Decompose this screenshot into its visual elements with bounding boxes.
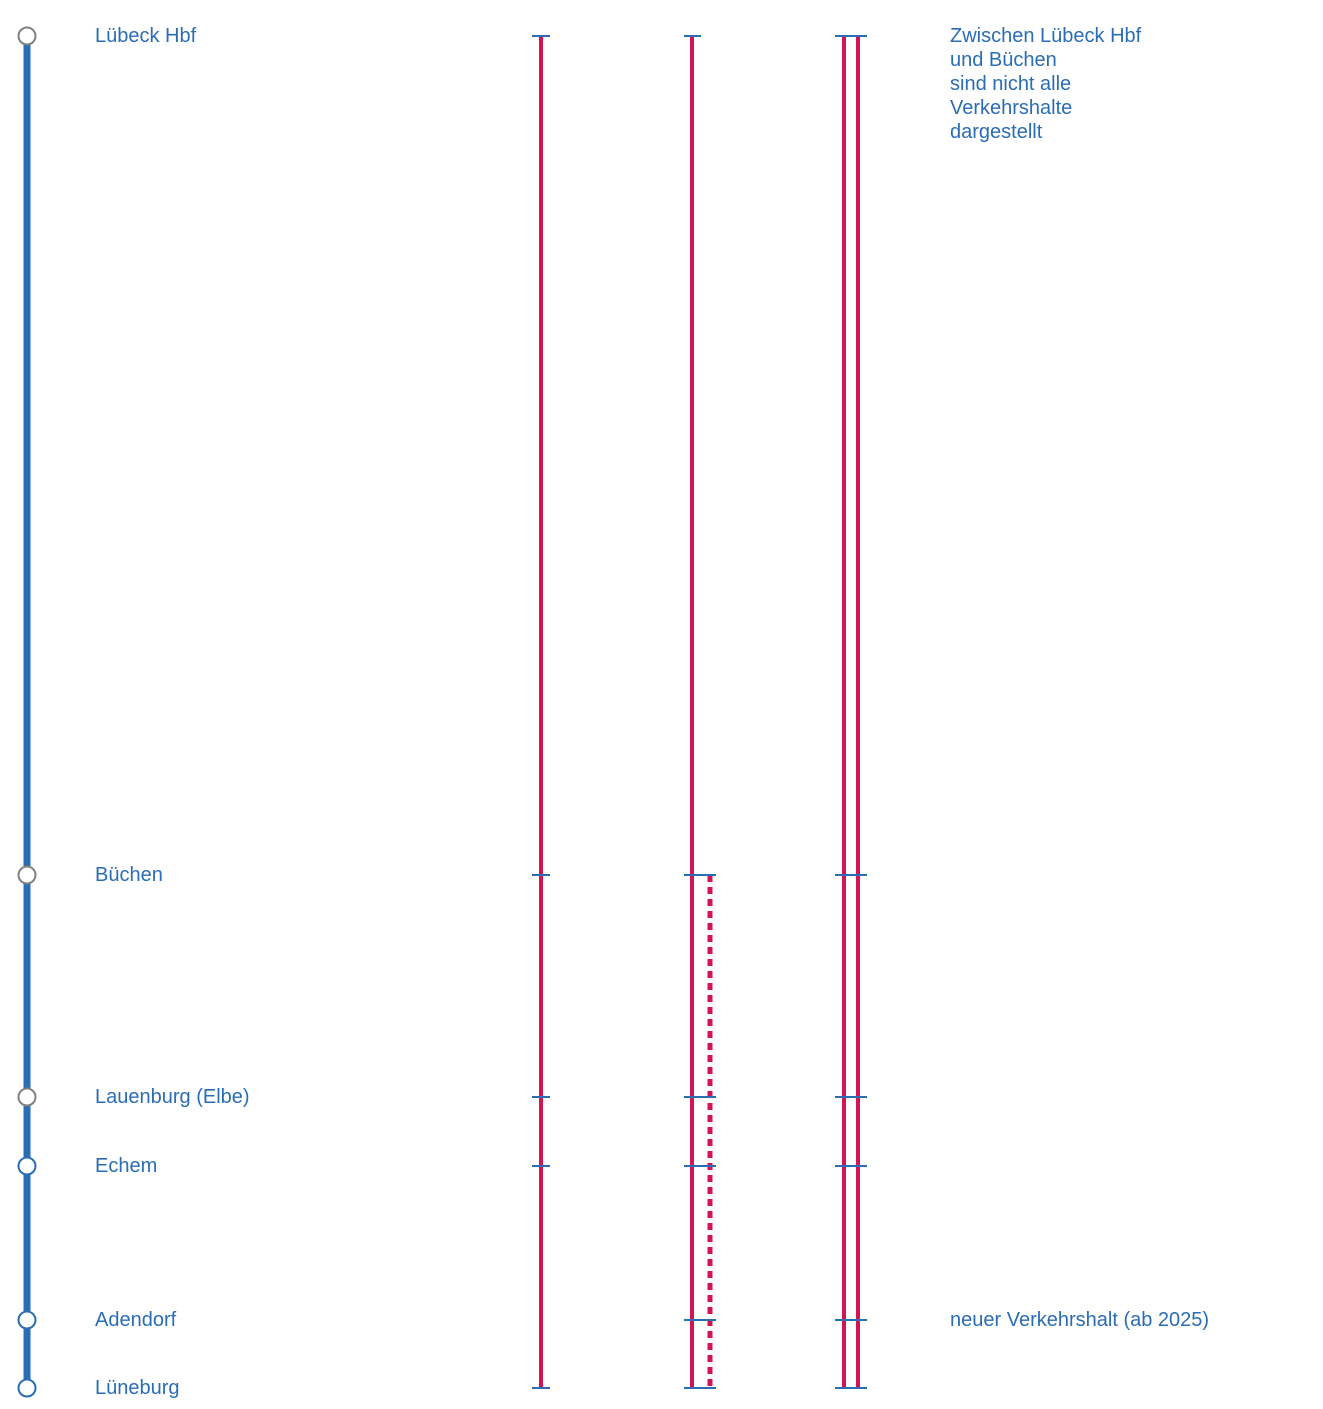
station-marker-adendorf: [17, 1310, 37, 1330]
station-ticks: [532, 35, 867, 1389]
station-label-lueneburg: Lüneburg: [95, 1377, 180, 1399]
station-label-echem: Echem: [95, 1155, 158, 1177]
service-lines: [539, 36, 860, 1388]
note-line: Zwischen Lübeck Hbf: [950, 25, 1142, 47]
station-marker-lueneburg: [17, 1378, 37, 1398]
note-new-stop: neuer Verkehrshalt (ab 2025): [950, 1309, 1210, 1331]
note-line: und Büchen: [950, 49, 1057, 71]
station-marker-echem: [17, 1156, 37, 1176]
station-label-adendorf: Adendorf: [95, 1309, 177, 1331]
station-label-lauenburg: Lauenburg (Elbe): [95, 1086, 250, 1108]
note-line: dargestellt: [950, 121, 1043, 143]
note-line: sind nicht alle: [950, 73, 1072, 95]
station-marker-luebeck: [17, 26, 37, 46]
station-marker-lauenburg: [17, 1087, 37, 1107]
station-markers: [17, 26, 37, 1398]
note-line: Verkehrshalte: [950, 97, 1073, 119]
station-marker-buechen: [17, 865, 37, 885]
station-label-buechen: Büchen: [95, 864, 163, 886]
station-label-luebeck: Lübeck Hbf: [95, 25, 197, 47]
note-stations-omitted: Zwischen Lübeck Hbf und Büchen sind nich…: [950, 24, 1141, 144]
